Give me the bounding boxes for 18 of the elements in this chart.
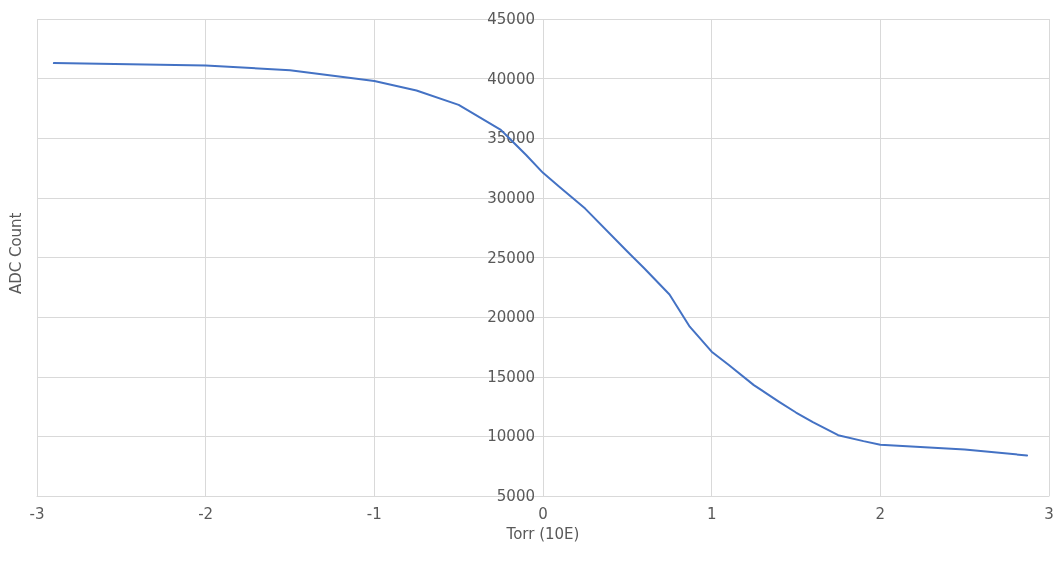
y-tick-label: 45000 xyxy=(487,10,535,28)
y-tick-label: 20000 xyxy=(487,308,535,327)
y-tick-label: 30000 xyxy=(487,188,535,207)
x-tick-label: -2 xyxy=(198,504,214,523)
y-tick-label: 10000 xyxy=(487,427,535,446)
x-tick-label: 0 xyxy=(538,504,548,523)
x-tick-label: 1 xyxy=(706,504,717,523)
x-tick-label: 3 xyxy=(1044,504,1054,523)
y-tick-label: 15000 xyxy=(487,367,535,386)
y-tick-label: 5000 xyxy=(496,487,535,505)
x-tick-label: -3 xyxy=(29,504,45,523)
y-tick-label: 25000 xyxy=(487,248,535,267)
line-series xyxy=(52,62,1029,457)
y-tick-label: 40000 xyxy=(487,69,535,88)
x-axis-title: Torr (10E) xyxy=(505,524,580,543)
x-tick-label: 2 xyxy=(875,504,886,523)
x-tick-label: -1 xyxy=(366,504,382,523)
y-axis-title: ADC Count xyxy=(6,212,25,295)
